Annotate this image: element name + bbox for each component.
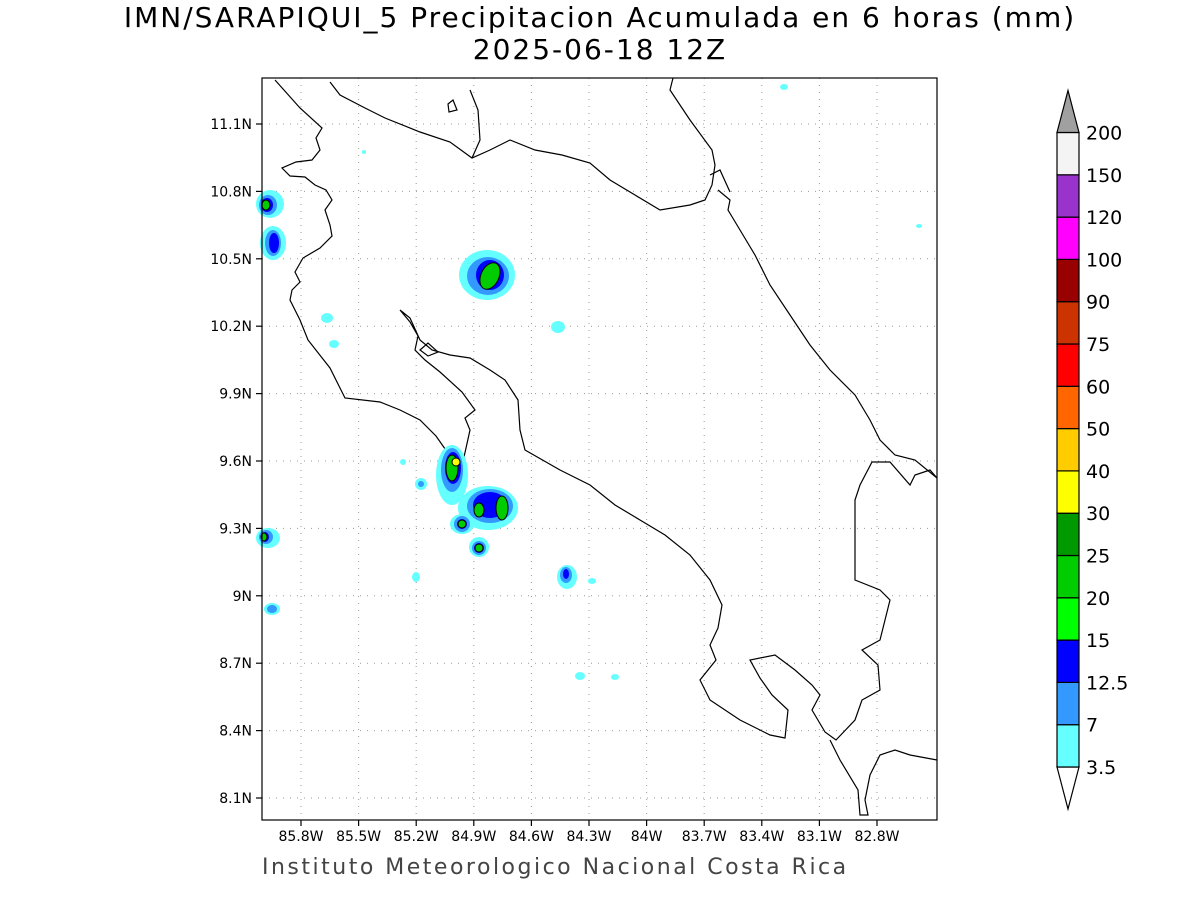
legend-color-box — [1056, 681, 1080, 726]
lon-tick-label: 85.2W — [394, 829, 439, 845]
longitude-axis: 85.8W 85.5W 85.2W 84.9W 84.6W 84.3W 84W 83.7W 83… — [278, 820, 900, 845]
lon-tick-label: 83.1W — [797, 829, 842, 845]
legend-color-box — [1056, 724, 1080, 768]
map-grid — [262, 78, 937, 820]
legend-label: 60 — [1086, 376, 1110, 398]
legend-label: 100 — [1086, 249, 1122, 271]
map-title: IMN/SARAPIQUI_5 Precipitacion Acumulada … — [123, 1, 1077, 34]
latitude-axis: 11.1N 10.8N 10.5N 10.2N 9.9N 9.6N 9.3N 9N 8.7N 8.… — [210, 117, 262, 807]
legend-label: 25 — [1086, 546, 1110, 568]
legend-label: 15 — [1086, 630, 1110, 652]
legend-label: 3.5 — [1086, 757, 1116, 779]
legend-label: 75 — [1086, 334, 1110, 356]
lat-tick-label: 11.1N — [210, 117, 252, 133]
map-subtitle-datetime: 2025-06-18 12Z — [472, 33, 728, 66]
legend-color-box — [1056, 639, 1080, 683]
legend-color-box — [1056, 174, 1080, 218]
lat-tick-label: 8.4N — [219, 724, 252, 740]
lon-tick-label: 84W — [631, 829, 663, 845]
lon-tick-label: 83.7W — [682, 829, 727, 845]
river-north — [709, 169, 731, 193]
legend-label: 50 — [1086, 419, 1110, 441]
legend-color-box — [1056, 131, 1080, 176]
legend-color-box — [1056, 385, 1080, 430]
lat-tick-label: 8.7N — [219, 656, 252, 672]
lat-tick-label: 8.1N — [219, 791, 252, 807]
lon-tick-label: 84.3W — [566, 829, 611, 845]
coastline-west-pacific — [469, 89, 481, 159]
legend-label: 90 — [1086, 292, 1110, 314]
legend-label: 7 — [1086, 715, 1098, 737]
legend-color-box — [1056, 343, 1080, 387]
coastline-north — [274, 79, 938, 741]
legend-label: 40 — [1086, 461, 1110, 483]
legend-label: 150 — [1086, 165, 1122, 187]
legend-color-box — [1056, 554, 1080, 599]
lat-tick-label: 9.3N — [219, 521, 252, 537]
lon-tick-label: 82.8W — [854, 829, 899, 845]
legend-color-box — [1056, 301, 1080, 345]
legend-label: 12.5 — [1086, 672, 1128, 694]
lon-tick-label: 84.6W — [509, 829, 554, 845]
lat-tick-label: 10.8N — [210, 184, 252, 200]
legend-lower-arrow — [1056, 766, 1080, 812]
lat-tick-label: 9.9N — [219, 387, 252, 403]
color-legend: 3.5 7 12.5 15 20 25 30 40 50 60 75 90 100 120 150 200 — [1056, 88, 1128, 812]
precipitation-field — [256, 84, 922, 680]
coastline-caribbean-east — [717, 189, 938, 479]
lon-tick-label: 84.9W — [451, 829, 496, 845]
lat-tick-label: 9.6N — [219, 454, 252, 470]
legend-upper-arrow — [1056, 88, 1080, 134]
precip-level-30 — [451, 457, 461, 467]
coastline-south — [829, 739, 938, 816]
map-frame-background — [262, 78, 937, 820]
coastline-caribbean — [329, 77, 716, 211]
legend-color-box — [1056, 428, 1080, 472]
legend-color-box — [1056, 258, 1080, 303]
lon-tick-label: 85.8W — [278, 829, 323, 845]
legend-color-box — [1056, 512, 1080, 557]
lon-tick-label: 85.5W — [336, 829, 381, 845]
legend-label: 30 — [1086, 503, 1110, 525]
map-frame — [261, 77, 938, 821]
lat-tick-label: 10.2N — [210, 319, 252, 335]
lon-tick-label: 83.4W — [739, 829, 784, 845]
lake-islet — [447, 99, 458, 113]
legend-label: 200 — [1086, 123, 1122, 145]
lat-tick-label: 10.5N — [210, 252, 252, 268]
legend-label: 120 — [1086, 207, 1122, 229]
legend-color-box — [1056, 216, 1080, 261]
lat-tick-label: 9N — [233, 589, 252, 605]
credit-text: Instituto Meteorologico Nacional Costa R… — [262, 855, 849, 880]
gulf-island — [419, 342, 440, 357]
coastlines — [274, 77, 938, 816]
legend-color-box — [1056, 470, 1080, 514]
legend-color-box — [1056, 597, 1080, 641]
legend-label: 20 — [1086, 588, 1110, 610]
